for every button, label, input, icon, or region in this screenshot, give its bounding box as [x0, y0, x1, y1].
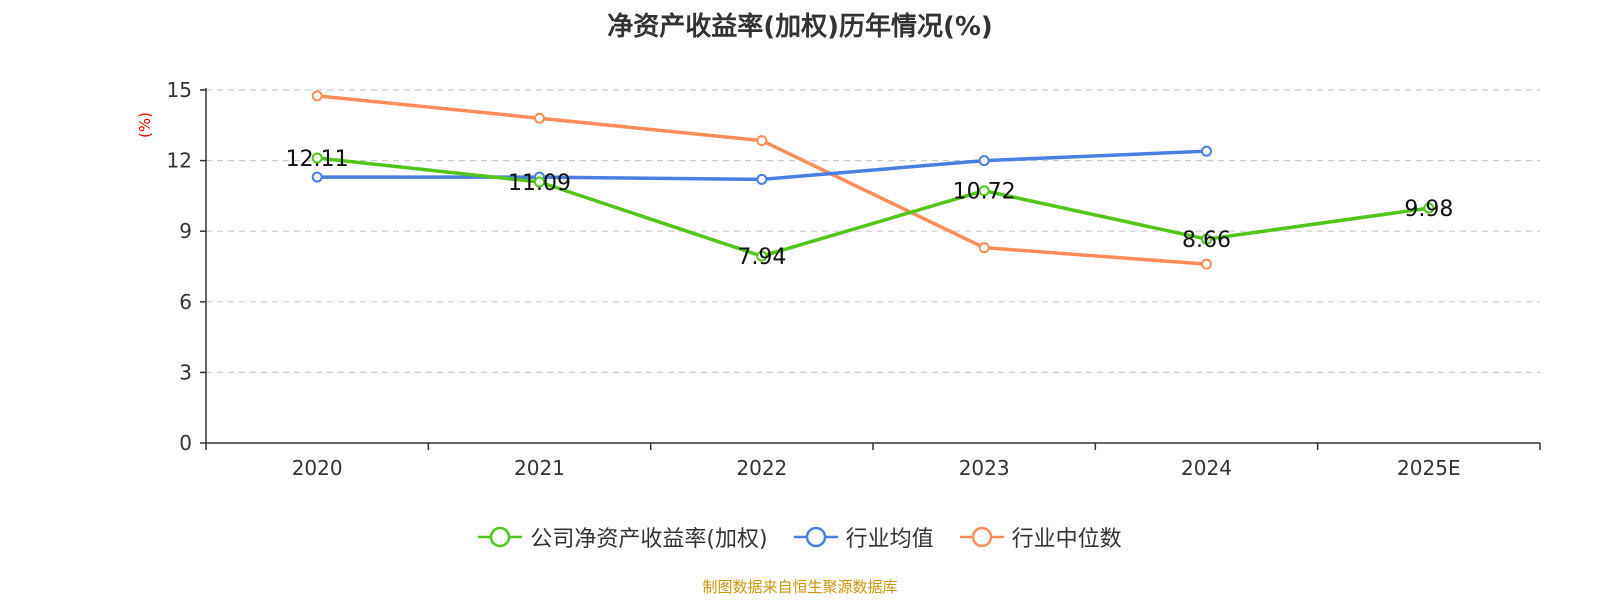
x-tick-label: 2023 — [959, 456, 1010, 480]
legend-label: 行业均值 — [845, 527, 934, 552]
legend-item[interactable]: 行业中位数 — [959, 521, 1122, 553]
y-tick-label: 15 — [167, 78, 192, 102]
series-point-2 — [756, 135, 768, 147]
legend-label: 行业中位数 — [1011, 527, 1122, 552]
y-tick-label: 0 — [179, 431, 192, 455]
x-tick-label: 2020 — [292, 456, 343, 480]
series-point-1 — [978, 155, 990, 167]
series-point-2 — [978, 242, 990, 254]
legend-swatch-icon — [793, 526, 838, 548]
data-label: 10.72 — [953, 180, 1016, 205]
series-point-0 — [1201, 233, 1212, 245]
series-point-2 — [1201, 258, 1212, 270]
series-point-2 — [534, 112, 545, 124]
y-tick-label: 3 — [179, 360, 192, 384]
series-point-0 — [756, 250, 768, 262]
series-point-2 — [311, 90, 323, 102]
legend: 公司净资产收益率(加权) 行业均值 行业中位数 — [0, 522, 1600, 552]
legend-item[interactable]: 公司净资产收益率(加权) — [478, 521, 768, 553]
data-label: 12.11 — [286, 147, 349, 172]
y-tick-label: 12 — [167, 149, 192, 173]
legend-swatch-icon — [478, 526, 523, 548]
x-tick-label: 2022 — [736, 456, 787, 480]
data-label: 7.94 — [737, 245, 786, 270]
series-point-0 — [978, 185, 990, 197]
x-tick-label: 2021 — [514, 456, 565, 480]
series-line-0 — [316, 156, 1430, 258]
series-point-0 — [1423, 202, 1435, 214]
data-label: 11.09 — [508, 171, 571, 196]
series-point-1 — [756, 173, 768, 185]
y-tick-label: 9 — [179, 219, 192, 243]
y-axis-label: (%) — [136, 112, 154, 138]
data-label: 9.98 — [1404, 197, 1453, 222]
series-point-0 — [311, 152, 323, 164]
chart-title: 净资产收益率(加权)历年情况(%) — [607, 12, 993, 42]
series-point-1 — [1201, 145, 1212, 157]
legend-label: 公司净资产收益率(加权) — [530, 527, 768, 552]
series-point-0 — [534, 176, 545, 188]
data-label: 8.66 — [1182, 228, 1231, 253]
source-note: 制图数据来自恒生聚源数据库 — [702, 578, 898, 596]
legend-item[interactable]: 行业均值 — [793, 521, 934, 553]
series-point-1 — [311, 171, 323, 183]
x-tick-label: 2024 — [1181, 456, 1232, 480]
x-tick-label: 2025E — [1397, 456, 1461, 480]
legend-swatch-icon — [959, 526, 1004, 548]
y-tick-label: 6 — [179, 290, 192, 314]
